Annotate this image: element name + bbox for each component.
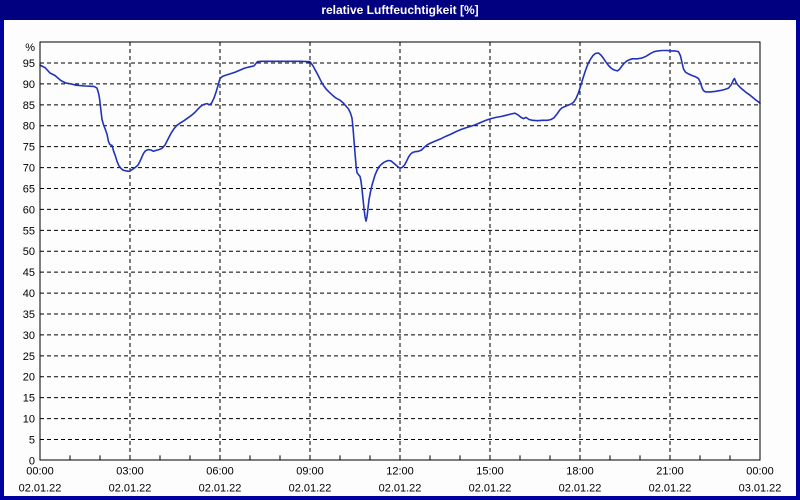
svg-text:95: 95 [23, 58, 35, 70]
svg-text:15: 15 [23, 393, 35, 405]
svg-text:0: 0 [29, 455, 35, 467]
x-tick-labels: 00:00 02.01.22 03:00 02.01.22 06:00 02.01.22 0… [19, 465, 782, 494]
svg-text:40: 40 [23, 288, 35, 300]
svg-text:21:00: 21:00 [656, 465, 684, 477]
hour-ticks [69, 455, 731, 460]
svg-text:03:00: 03:00 [116, 465, 144, 477]
svg-text:02.01.22: 02.01.22 [19, 482, 62, 494]
svg-text:20: 20 [23, 372, 35, 384]
svg-text:06:00: 06:00 [206, 465, 234, 477]
svg-text:02.01.22: 02.01.22 [469, 482, 512, 494]
svg-text:75: 75 [23, 142, 35, 154]
svg-text:02.01.22: 02.01.22 [199, 482, 242, 494]
svg-text:50: 50 [23, 246, 35, 258]
svg-text:18:00: 18:00 [566, 465, 594, 477]
svg-text:10: 10 [23, 414, 35, 426]
svg-text:09:00: 09:00 [296, 465, 324, 477]
svg-text:12:00: 12:00 [386, 465, 414, 477]
svg-text:5: 5 [29, 434, 35, 446]
chart-area: % 95 90 85 80 75 70 65 60 55 50 45 40 35 30 25 20 15 10 5 0 0… [4, 20, 796, 496]
svg-text:60: 60 [23, 204, 35, 216]
svg-text:03.01.22: 03.01.22 [739, 482, 782, 494]
svg-text:35: 35 [23, 309, 35, 321]
humidity-chart: %959085807570656055504540353025201510500… [19, 41, 782, 494]
y-axis-unit: % [25, 42, 35, 54]
svg-text:55: 55 [23, 225, 35, 237]
window-title: relative Luftfeuchtigkeit [%] [321, 3, 479, 17]
titlebar[interactable]: relative Luftfeuchtigkeit [%] [0, 0, 800, 20]
svg-text:45: 45 [23, 267, 35, 279]
svg-text:00:00: 00:00 [746, 465, 774, 477]
svg-text:70: 70 [23, 163, 35, 175]
humidity-line [39, 49, 761, 222]
svg-text:25: 25 [23, 351, 35, 363]
svg-text:02.01.22: 02.01.22 [649, 482, 692, 494]
svg-text:02.01.22: 02.01.22 [289, 482, 332, 494]
y-gridlines [40, 62, 760, 440]
svg-text:80: 80 [23, 121, 35, 133]
svg-text:02.01.22: 02.01.22 [559, 482, 602, 494]
svg-text:90: 90 [23, 79, 35, 91]
svg-text:30: 30 [23, 330, 35, 342]
svg-text:02.01.22: 02.01.22 [109, 482, 152, 494]
svg-text:85: 85 [23, 100, 35, 112]
svg-text:15:00: 15:00 [476, 465, 504, 477]
svg-text:65: 65 [23, 183, 35, 195]
svg-text:02.01.22: 02.01.22 [379, 482, 422, 494]
svg-text:00:00: 00:00 [26, 465, 54, 477]
